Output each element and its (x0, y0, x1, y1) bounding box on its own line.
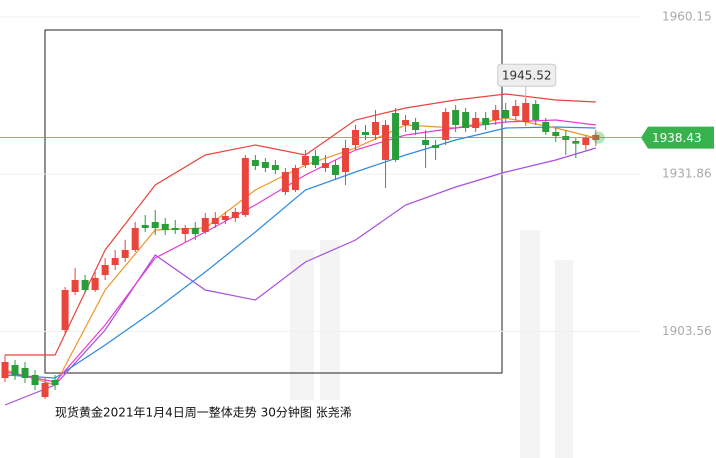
candle-body (141, 225, 149, 228)
chart-title: 现货黄金2021年1月4日周一整体走势 30分钟图 张尧浠 (55, 405, 352, 420)
y-tick-label: 1960.15 (662, 9, 712, 23)
candle-body (201, 218, 209, 232)
candle-body (281, 172, 289, 192)
candle-body (261, 162, 269, 168)
candle-body (542, 122, 550, 132)
candle-body (301, 156, 309, 165)
candle-body (251, 160, 259, 166)
candle-body (372, 122, 380, 135)
candle-body (241, 158, 249, 215)
candle-body (91, 278, 99, 290)
candle-body (321, 163, 329, 168)
y-tick-label: 1903.56 (662, 324, 712, 338)
candle-body (341, 148, 349, 172)
y-tick-label: 1931.86 (662, 167, 712, 181)
candle-body (392, 113, 400, 160)
candle-body (422, 140, 430, 145)
candle-body (472, 118, 480, 128)
candle-body (61, 290, 69, 330)
candle-body (1, 362, 9, 378)
candle-body (81, 280, 89, 290)
high-marker-box (497, 63, 557, 87)
candle-body (291, 168, 299, 190)
candle-body (522, 103, 530, 122)
candle-body (552, 132, 560, 136)
candle-body (101, 265, 109, 275)
candle-body (331, 165, 339, 175)
candle-body (512, 106, 520, 116)
candle-body (31, 375, 39, 385)
annotation-frame (44, 29, 503, 374)
candle-body (271, 165, 279, 170)
candle-body (412, 122, 420, 130)
candle-body (442, 112, 450, 140)
candle-body (191, 228, 199, 234)
candle-body (582, 138, 590, 145)
candle-body (121, 250, 129, 258)
candle-body (131, 228, 139, 250)
candle-body (151, 222, 159, 228)
candle-body (362, 132, 370, 135)
candle-body (462, 112, 470, 128)
watermark (290, 230, 573, 458)
candle-body (161, 224, 169, 230)
candle-body (71, 280, 79, 292)
high-marker-label: 1945.52 (502, 69, 552, 83)
candle-body (572, 141, 580, 144)
last-price-glow (592, 131, 605, 144)
last-price-box (641, 126, 714, 149)
candle-body (211, 218, 219, 224)
candle-body (41, 383, 49, 397)
candle-body (492, 110, 500, 120)
candle-body (402, 120, 410, 125)
candle-body (452, 110, 460, 125)
candle-body (51, 380, 59, 385)
candle-body (171, 228, 179, 230)
last-price-label: 1938.43 (652, 131, 702, 145)
candle-body (311, 156, 319, 165)
candle-body (382, 125, 390, 160)
candle-body (111, 258, 119, 265)
candle-body (532, 104, 540, 120)
candle-body (432, 145, 440, 148)
candle-body (21, 368, 29, 378)
indicator-line (4, 126, 596, 379)
candle-body (221, 216, 229, 220)
candle-body (502, 110, 510, 118)
indicator-line (4, 147, 597, 406)
candle-body (181, 228, 189, 234)
candle-body (11, 365, 19, 375)
candle-body (231, 212, 239, 218)
candle-body (482, 118, 490, 125)
